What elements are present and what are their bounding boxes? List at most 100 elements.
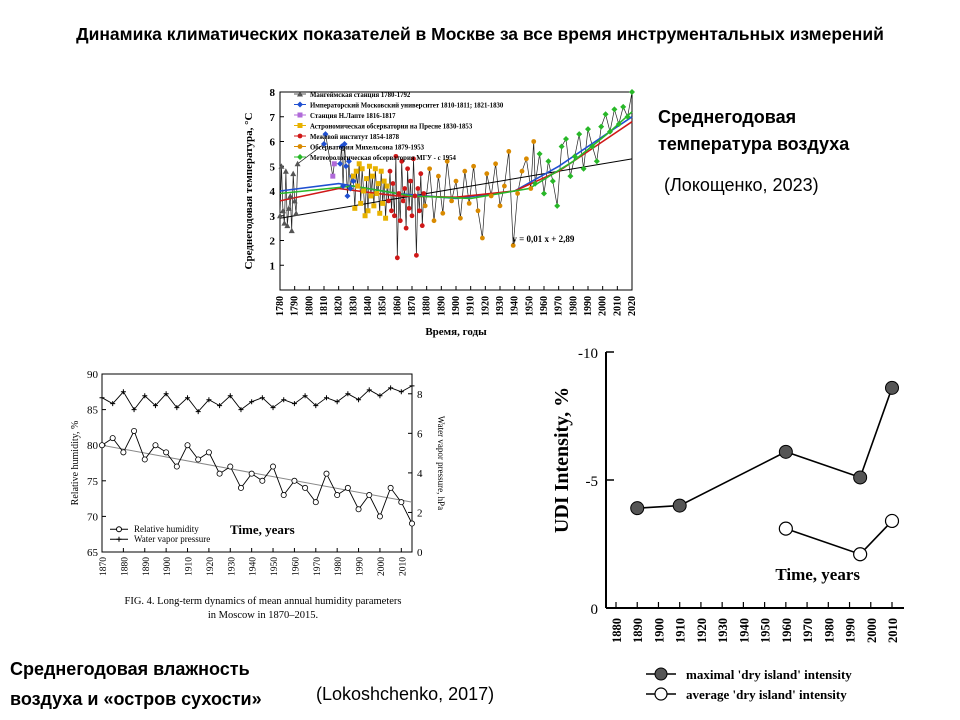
temp-point <box>396 191 402 196</box>
temp-smooth-green <box>279 111 633 200</box>
udi-x-tick-label: 1980 <box>822 618 836 643</box>
temp-point <box>414 252 419 258</box>
temp-point <box>362 213 368 219</box>
temp-y-tick-label: 8 <box>270 87 276 99</box>
hum-x-tick-label: 1980 <box>334 557 344 576</box>
temp-point <box>364 176 370 182</box>
udi-max-point <box>853 470 868 485</box>
hum-rh-point <box>302 484 309 491</box>
temperature-citation: (Локощенко, 2023) <box>664 175 819 195</box>
temp-trend-line <box>279 158 633 219</box>
temp-point <box>405 166 410 172</box>
temp-x-tick-label: 1870 <box>407 296 418 316</box>
udi-x-tick-label: 1950 <box>759 618 773 643</box>
temp-legend-label: Мангеймская станция 1780-1792 <box>310 92 411 99</box>
temp-point <box>288 227 295 234</box>
temp-x-tick-label: 1920 <box>480 296 491 316</box>
temp-series <box>277 160 301 234</box>
temp-point <box>331 161 337 167</box>
hum-rh-point <box>366 492 373 499</box>
temp-point <box>431 218 437 224</box>
temp-point <box>593 158 600 165</box>
hum-rh-point <box>152 442 159 449</box>
hum-x-tick-label: 1930 <box>227 557 237 576</box>
temp-point <box>358 200 364 206</box>
hum-vp-point <box>238 407 244 413</box>
hum-x-tick-label: 2010 <box>398 557 408 576</box>
hum-rh-point <box>237 484 244 491</box>
temp-point <box>374 190 380 196</box>
hum-vp-point <box>142 393 148 399</box>
temp-series <box>350 161 390 221</box>
hum-rh-point <box>173 463 180 470</box>
temp-point <box>330 173 336 179</box>
temp-point <box>409 213 415 219</box>
hum-y2-tick-label: 0 <box>417 547 423 559</box>
hum-rh-point <box>205 449 212 456</box>
temp-series <box>386 153 427 261</box>
temp-legend-label: Обсерватория Михельсона 1879-1953 <box>310 145 425 152</box>
temp-point <box>285 205 292 211</box>
udi-max-point <box>778 444 793 459</box>
temp-x-tick-label: 1900 <box>451 296 462 316</box>
temp-point <box>399 158 405 164</box>
temp-series <box>422 139 537 248</box>
temp-point <box>475 208 481 214</box>
hum-vp-point <box>174 405 180 411</box>
temp-y-tick-label: 6 <box>270 137 276 149</box>
temp-point <box>497 203 503 209</box>
hum-x-tick-label: 1990 <box>356 557 366 576</box>
hum-rh-point <box>120 449 127 456</box>
temp-point <box>394 255 400 261</box>
temperature-caption: Среднегодовая температура воздуха <box>658 104 849 158</box>
hum-rh-point <box>334 492 341 499</box>
temp-legend-marker <box>297 123 303 128</box>
temp-point <box>458 215 463 221</box>
temp-point <box>607 128 613 135</box>
temp-point <box>355 183 361 189</box>
hum-x-tick-label: 1880 <box>120 557 130 576</box>
hum-vp-point <box>110 401 116 407</box>
temp-point <box>369 173 375 179</box>
temp-point <box>393 153 399 159</box>
temp-point <box>480 235 485 241</box>
temp-point <box>350 173 356 179</box>
temp-point <box>416 208 422 214</box>
temp-point <box>353 168 359 174</box>
hum-x-tick-label: 1920 <box>206 557 216 576</box>
temp-point <box>427 166 432 172</box>
hum-caption-line1: FIG. 4. Long-term dynamics of mean annua… <box>124 596 401 607</box>
temp-point <box>361 188 367 194</box>
temp-x-tick-label: 1850 <box>378 296 389 316</box>
hum-y2-tick-label: 4 <box>417 468 423 480</box>
temp-point <box>554 202 561 209</box>
temp-point <box>466 200 472 206</box>
hum-vp-point <box>99 395 105 401</box>
temp-point <box>344 192 351 199</box>
hum-rh-trend-line <box>101 444 413 503</box>
hum-rh-point <box>387 484 394 491</box>
temp-x-axis-label: Время, годы <box>425 326 487 338</box>
hum-x-tick-label: 1950 <box>270 557 280 576</box>
hum-rh-point <box>216 470 223 477</box>
hum-vp-point <box>291 401 297 407</box>
udi-x-tick-label: 1910 <box>674 618 688 643</box>
udi-x-tick-label: 1990 <box>844 618 858 643</box>
temp-x-tick-label: 1970 <box>554 296 565 316</box>
hum-legend-rh-label: Relative humidity <box>134 524 199 534</box>
hum-vp-point <box>334 399 340 405</box>
hum-vp-point <box>227 393 233 399</box>
hum-vp-point <box>302 393 308 399</box>
temp-y-tick-label: 1 <box>270 260 276 272</box>
udi-x-tick-label: 1970 <box>801 618 815 643</box>
hum-vp-point <box>409 383 415 389</box>
hum-vp-point <box>281 397 287 403</box>
temp-point <box>321 140 327 147</box>
hum-rh-point <box>99 442 106 449</box>
hum-vp-point <box>217 403 223 409</box>
hum-rh-point <box>131 427 138 434</box>
temp-point <box>580 165 587 172</box>
temp-x-tick-label: 1860 <box>392 296 403 316</box>
temp-x-tick-label: 1820 <box>334 296 345 316</box>
udi-max-point <box>630 501 645 516</box>
